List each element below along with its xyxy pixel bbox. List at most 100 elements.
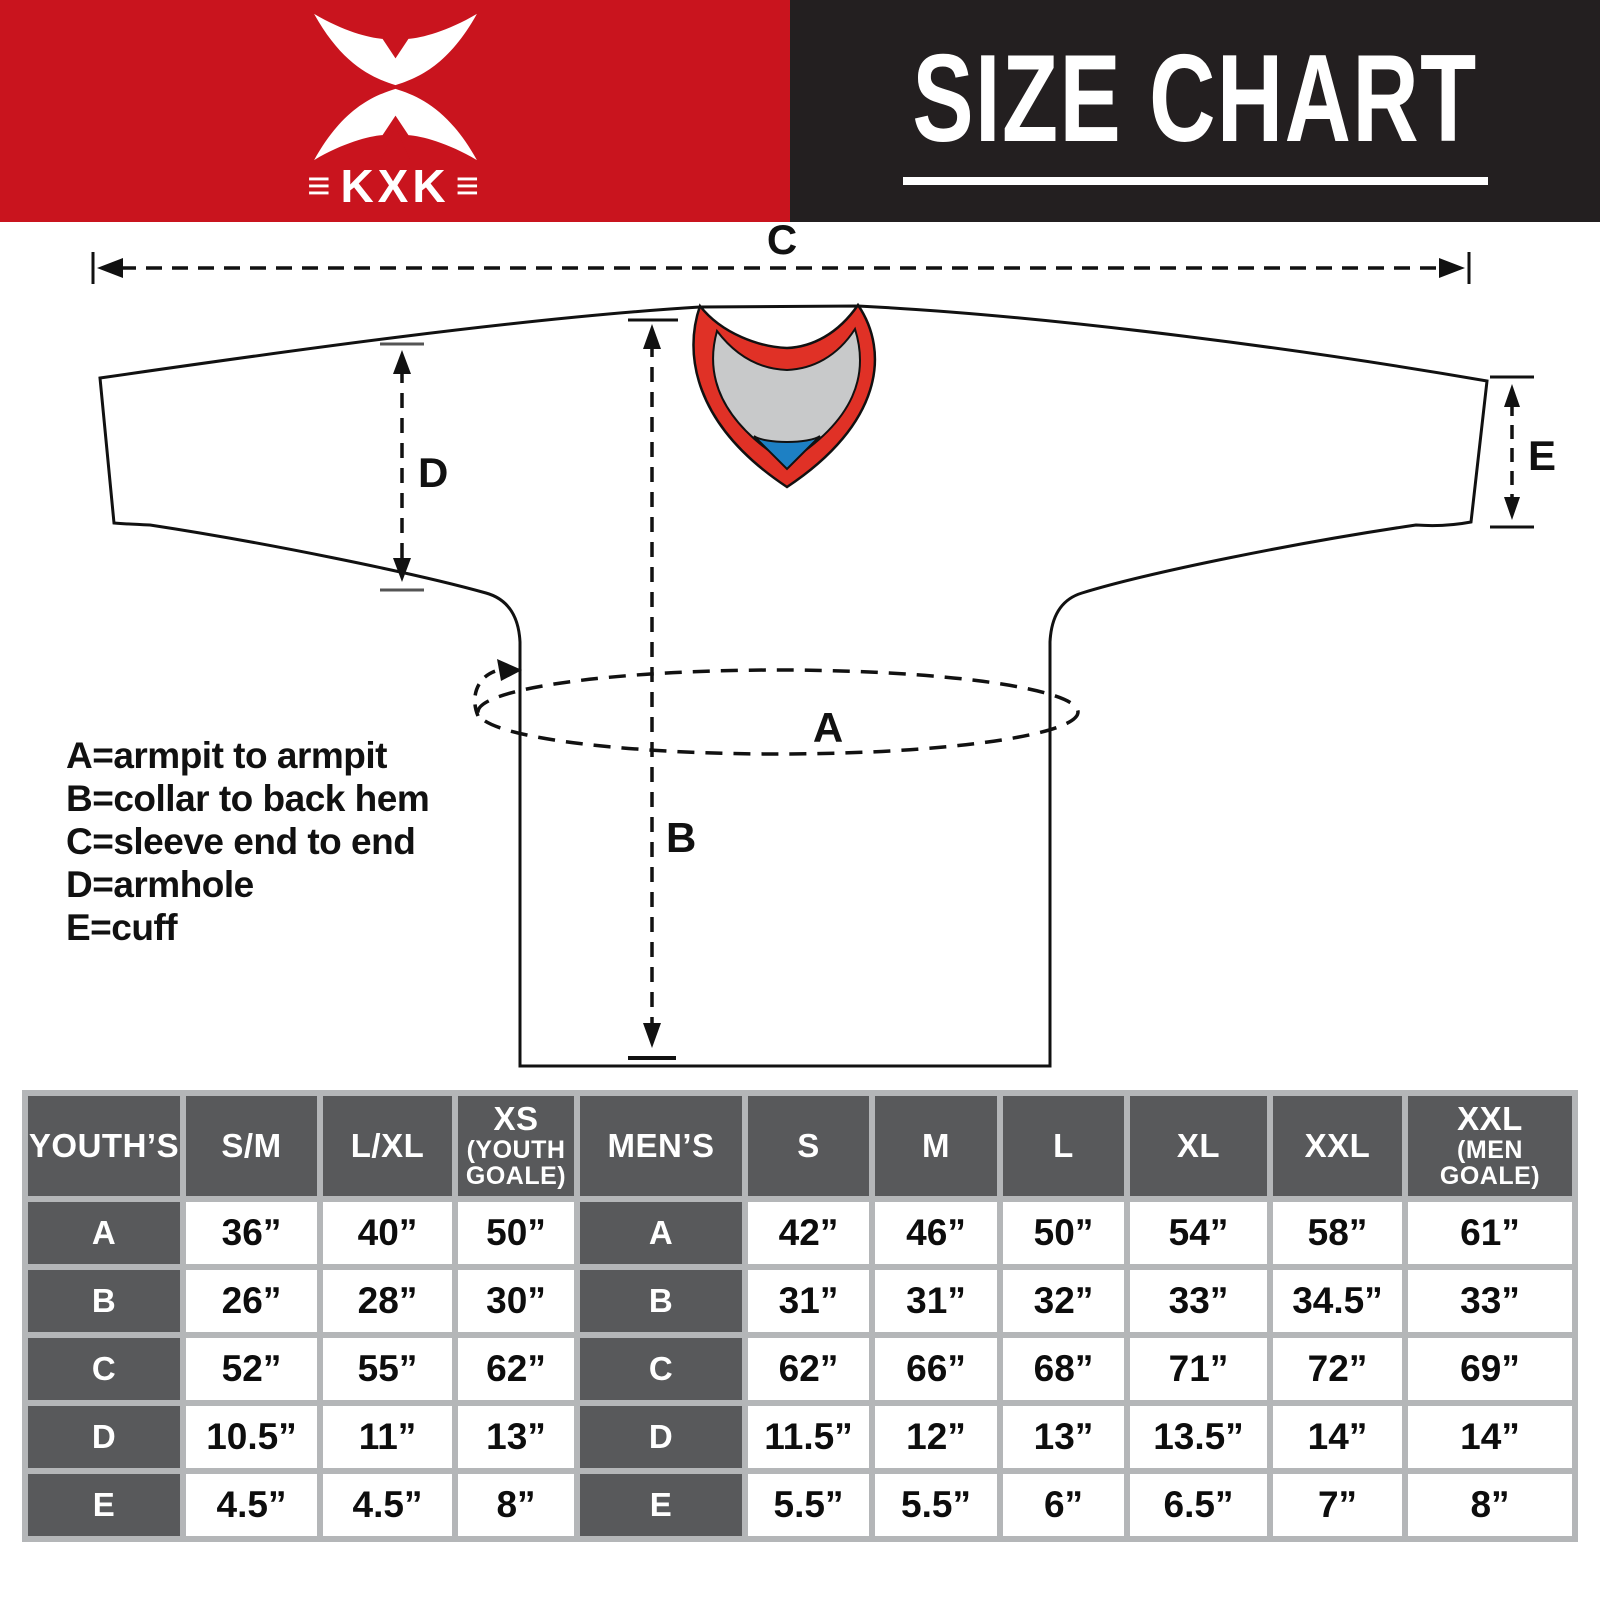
cell-value: 8” xyxy=(1402,1468,1578,1542)
kxk-logo-icon xyxy=(313,13,477,161)
men-col-header-xl: XL xyxy=(1124,1090,1273,1202)
table-header-row: YOUTH’S S/M L/XL XS (YOUTH GOALE) MEN’S … xyxy=(22,1090,1578,1202)
cell-value: 40” xyxy=(317,1196,458,1270)
legend-line-c: C=sleeve end to end xyxy=(66,821,415,862)
size-table: YOUTH’S S/M L/XL XS (YOUTH GOALE) MEN’S … xyxy=(22,1090,1578,1542)
cell-value: 5.5” xyxy=(869,1468,1003,1542)
title-panel: SIZE CHART xyxy=(790,0,1600,222)
arrow-e-head-up xyxy=(1504,384,1520,407)
cell-value: 26” xyxy=(180,1264,323,1338)
cell-value: 46” xyxy=(869,1196,1003,1270)
label-e: E xyxy=(1528,432,1556,479)
men-col-header-xxl-goalie: XXL (MEN GOALE) xyxy=(1402,1090,1578,1202)
jersey-outline xyxy=(98,304,1489,1068)
cell-value: 34.5” xyxy=(1267,1264,1408,1338)
logo-top-shape xyxy=(313,13,477,86)
cell-value: 33” xyxy=(1402,1264,1578,1338)
legend-line-d: D=armhole xyxy=(66,864,254,905)
men-col-header-l: L xyxy=(997,1090,1130,1202)
label-d: D xyxy=(418,449,448,496)
cell-value: 55” xyxy=(317,1332,458,1406)
men-group-header: MEN’S xyxy=(574,1090,748,1202)
row-label: E xyxy=(22,1468,186,1542)
cell-value: 68” xyxy=(997,1332,1130,1406)
cell-value: 14” xyxy=(1267,1400,1408,1474)
row-label: A xyxy=(22,1196,186,1270)
table-row-b: B 26” 28” 30” B 31” 31” 32” 33” 34.5” 33… xyxy=(22,1264,1578,1338)
brand-name: KXK xyxy=(340,160,450,212)
men-col-header-s: S xyxy=(742,1090,875,1202)
cell-value: 13” xyxy=(452,1400,580,1474)
row-label: D xyxy=(574,1400,748,1474)
arrow-d-head-down xyxy=(393,558,411,582)
cell-value: 31” xyxy=(869,1264,1003,1338)
cell-value: 28” xyxy=(317,1264,458,1338)
cell-value: 62” xyxy=(452,1332,580,1406)
legend-line-e: E=cuff xyxy=(66,907,178,948)
cell-value: 61” xyxy=(1402,1196,1578,1270)
brand-left-bars: ≡ xyxy=(307,164,335,208)
men-col-header-xxl: XXL xyxy=(1267,1090,1408,1202)
cell-value: 32” xyxy=(997,1264,1130,1338)
arrow-c-head-left xyxy=(97,258,123,278)
cell-value: 54” xyxy=(1124,1196,1273,1270)
arrow-a-curl xyxy=(473,667,511,717)
size-table-section: YOUTH’S S/M L/XL XS (YOUTH GOALE) MEN’S … xyxy=(0,1090,1600,1542)
cell-value: 71” xyxy=(1124,1332,1273,1406)
jersey-measurement-diagram: C D B E A A=armpit to armpit B=collar to… xyxy=(66,222,1556,1068)
title-underline xyxy=(902,177,1488,185)
table-row-c: C 52” 55” 62” C 62” 66” 68” 71” 72” 69” xyxy=(22,1332,1578,1406)
cell-value: 52” xyxy=(180,1332,323,1406)
cell-value: 6” xyxy=(997,1468,1130,1542)
men-xxl-sub2: GOALE) xyxy=(1439,1162,1541,1191)
row-label: D xyxy=(22,1400,186,1474)
cell-value: 13” xyxy=(997,1400,1130,1474)
cell-value: 72” xyxy=(1267,1332,1408,1406)
cell-value: 62” xyxy=(742,1332,875,1406)
brand-right-bars: ≡ xyxy=(455,164,483,208)
cell-value: 66” xyxy=(869,1332,1003,1406)
page-title: SIZE CHART xyxy=(912,30,1478,168)
table-row-d: D 10.5” 11” 13” D 11.5” 12” 13” 13.5” 14… xyxy=(22,1400,1578,1474)
cell-value: 36” xyxy=(180,1196,323,1270)
cell-value: 4.5” xyxy=(317,1468,458,1542)
cell-value: 31” xyxy=(742,1264,875,1338)
label-b: B xyxy=(666,814,696,861)
cell-value: 7” xyxy=(1267,1468,1408,1542)
logo-bottom-shape xyxy=(313,88,477,161)
brand-wordmark: ≡ KXK ≡ xyxy=(301,163,489,209)
row-label: C xyxy=(574,1332,748,1406)
cell-value: 50” xyxy=(452,1196,580,1270)
cell-value: 12” xyxy=(869,1400,1003,1474)
row-label: B xyxy=(22,1264,186,1338)
collar-inner-panel xyxy=(712,326,861,465)
cell-value: 6.5” xyxy=(1124,1468,1273,1542)
row-label: C xyxy=(22,1332,186,1406)
cell-value: 10.5” xyxy=(180,1400,323,1474)
cell-value: 11.5” xyxy=(742,1400,875,1474)
table-row-e: E 4.5” 4.5” 8” E 5.5” 5.5” 6” 6.5” 7” 8” xyxy=(22,1468,1578,1542)
label-a: A xyxy=(813,704,843,751)
men-col-header-m: M xyxy=(869,1090,1003,1202)
youth-col-header-sm: S/M xyxy=(180,1090,323,1202)
legend-line-a: A=armpit to armpit xyxy=(66,735,387,776)
row-label: B xyxy=(574,1264,748,1338)
cell-value: 14” xyxy=(1402,1400,1578,1474)
table-row-a: A 36” 40” 50” A 42” 46” 50” 54” 58” 61” xyxy=(22,1196,1578,1270)
youth-xs-size: XS xyxy=(493,1100,539,1138)
cell-value: 33” xyxy=(1124,1264,1273,1338)
cell-value: 8” xyxy=(452,1468,580,1542)
top-bar: ≡ KXK ≡ SIZE CHART xyxy=(0,0,1600,222)
row-label: A xyxy=(574,1196,748,1270)
men-xxl-size: XXL xyxy=(1457,1100,1523,1138)
cell-value: 5.5” xyxy=(742,1468,875,1542)
logo-a-counter xyxy=(380,126,410,161)
arrow-d-head-up xyxy=(393,350,411,374)
youth-col-header-lxl: L/XL xyxy=(317,1090,458,1202)
legend-line-b: B=collar to back hem xyxy=(66,778,429,819)
arrow-a-head xyxy=(497,659,522,681)
cell-value: 58” xyxy=(1267,1196,1408,1270)
youth-group-header: YOUTH’S xyxy=(22,1090,186,1202)
label-c: C xyxy=(767,222,797,263)
